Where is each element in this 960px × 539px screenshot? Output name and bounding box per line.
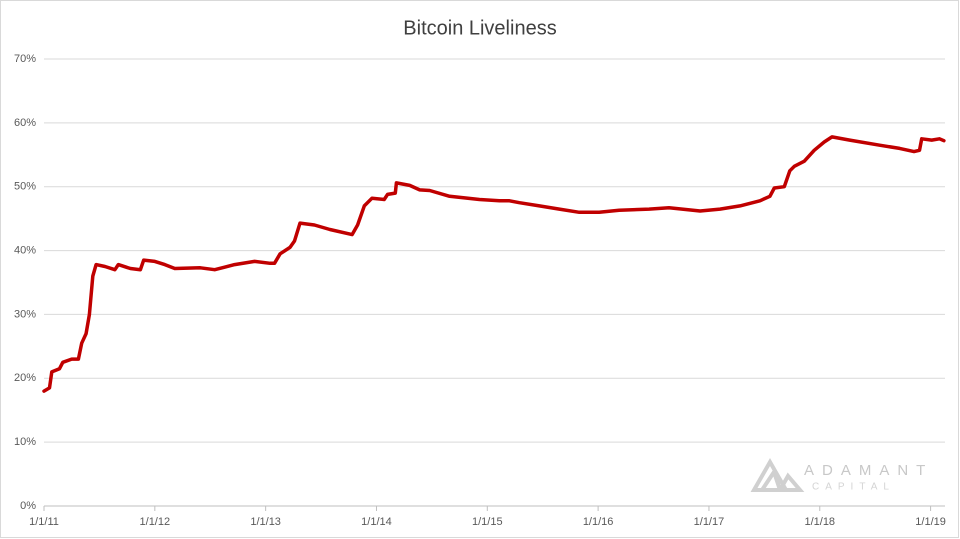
- x-tick-label: 1/1/15: [472, 516, 503, 528]
- y-tick-label: 20%: [14, 372, 36, 384]
- y-tick-label: 40%: [14, 244, 36, 256]
- data-line: [42, 135, 946, 393]
- y-tick-label: 60%: [14, 117, 36, 129]
- y-tick-label: 0%: [20, 500, 36, 512]
- x-tick-label: 1/1/17: [694, 516, 725, 528]
- watermark-logo: [776, 472, 805, 492]
- watermark-logo: [750, 457, 790, 492]
- y-tick-label: 50%: [14, 181, 36, 193]
- y-tick-label: 30%: [14, 308, 36, 320]
- y-tick-label: 70%: [14, 53, 36, 65]
- x-tick-label: 1/1/11: [29, 516, 59, 528]
- x-tick-label: 1/1/13: [250, 516, 281, 528]
- x-tick-label: 1/1/19: [915, 516, 946, 528]
- watermark: ADAMANT CAPITAL: [750, 457, 933, 493]
- x-tick-label: 1/1/14: [361, 516, 392, 528]
- chart-title: Bitcoin Liveliness: [403, 17, 556, 39]
- y-tick-label: 10%: [14, 436, 36, 448]
- x-tick-label: 1/1/18: [804, 516, 835, 528]
- watermark-subtitle: CAPITAL: [812, 482, 895, 493]
- x-tick-label: 1/1/16: [583, 516, 614, 528]
- x-tick-label: 1/1/12: [140, 516, 171, 528]
- watermark-name: ADAMANT: [804, 462, 933, 479]
